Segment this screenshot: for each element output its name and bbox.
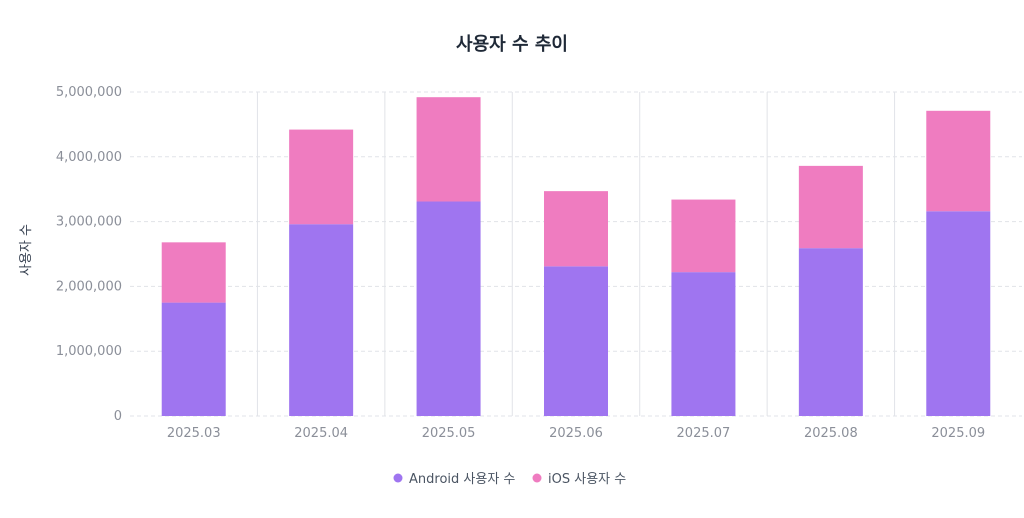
bar-ios-2025.03[interactable]: [161, 242, 226, 303]
y-tick-label: 2,000,000: [56, 279, 122, 294]
bar-ios-2025.05[interactable]: [416, 97, 481, 202]
bar-android-2025.06[interactable]: [544, 266, 608, 416]
x-tick-label: 2025.06: [549, 426, 603, 441]
bar-android-2025.04[interactable]: [289, 224, 354, 416]
bar-android-2025.08[interactable]: [798, 248, 863, 416]
x-tick-label: 2025.05: [422, 426, 476, 441]
x-tick-label: 2025.08: [804, 426, 858, 441]
legend-marker: [532, 473, 542, 483]
legend: Android 사용자 수 iOS 사용자 수: [393, 472, 627, 487]
bar-android-2025.07[interactable]: [671, 272, 736, 416]
y-tick-label: 0: [114, 409, 122, 424]
y-tick-label: 4,000,000: [56, 150, 122, 165]
bar-ios-2025.06[interactable]: [544, 191, 608, 267]
x-tick-label: 2025.09: [931, 426, 985, 441]
chart-title: 사용자 수 추이: [456, 34, 568, 55]
bar-android-2025.09[interactable]: [926, 211, 991, 416]
bar-ios-2025.04[interactable]: [289, 129, 354, 225]
y-axis-ticks: 0 1,000,000 2,000,000 3,000,000 4,000,000 5,0…: [56, 85, 122, 424]
bar-ios-2025.09[interactable]: [926, 110, 991, 212]
legend-marker: [393, 473, 403, 483]
bar-ios-2025.07[interactable]: [671, 199, 736, 273]
y-tick-label: 1,000,000: [56, 344, 122, 359]
y-tick-label: 5,000,000: [56, 85, 122, 100]
legend-item-ios[interactable]: iOS 사용자 수: [532, 472, 627, 487]
legend-label: Android 사용자 수: [409, 472, 515, 487]
x-tick-label: 2025.03: [167, 426, 221, 441]
bar-ios-2025.08[interactable]: [798, 165, 863, 249]
legend-label: iOS 사용자 수: [548, 472, 626, 487]
x-tick-label: 2025.07: [677, 426, 731, 441]
grid-lines: [130, 91, 1022, 417]
x-axis-ticks: 2025.03 2025.04 2025.05 2025.06 2025.07 2025.…: [167, 426, 985, 441]
bar-android-2025.05[interactable]: [416, 201, 481, 416]
y-tick-label: 3,000,000: [56, 215, 122, 230]
y-axis-label: 사용자 수: [19, 224, 34, 276]
bar-android-2025.03[interactable]: [161, 302, 226, 416]
bars: [161, 97, 991, 416]
legend-item-android[interactable]: Android 사용자 수: [393, 472, 516, 487]
x-tick-label: 2025.04: [294, 426, 348, 441]
